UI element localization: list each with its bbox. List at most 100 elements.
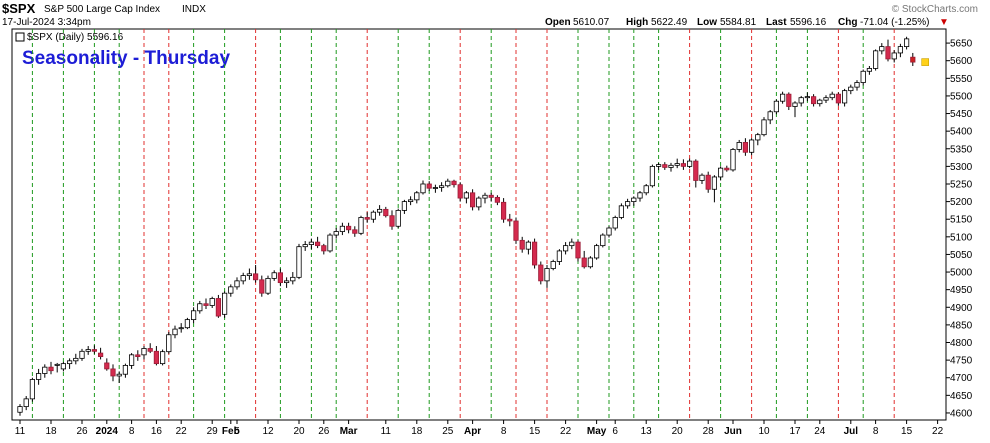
x-tick-label: 18	[411, 426, 423, 437]
candle-body	[432, 187, 439, 189]
x-tick-label: Apr	[464, 426, 481, 437]
candle-body	[463, 192, 470, 199]
candle-body	[780, 93, 786, 102]
open-label: Open	[545, 17, 571, 28]
candle-body	[116, 373, 122, 377]
candle-body	[420, 183, 426, 194]
candle-body	[525, 241, 532, 250]
candle-body	[445, 180, 451, 187]
candle-body	[860, 70, 866, 83]
candle-body	[73, 357, 79, 362]
candle-body	[67, 360, 73, 365]
candle-body	[656, 164, 662, 167]
candle-body	[327, 234, 333, 252]
candle-body	[246, 273, 252, 276]
low-label: Low	[697, 17, 717, 28]
candle-body	[563, 245, 569, 252]
chg-value: -71.04 (-1.25%)	[860, 17, 929, 28]
candle-body	[321, 245, 327, 252]
datetime-label: 17-Jul-2024 3:34pm	[2, 17, 91, 28]
candle-body	[401, 201, 408, 211]
open-value: 5610.07	[573, 17, 610, 28]
candle-body	[451, 180, 457, 186]
last-label: Last	[766, 17, 787, 28]
candle-body	[594, 245, 600, 259]
candle-body	[569, 241, 575, 247]
candle-body	[79, 350, 85, 359]
candle-body	[482, 194, 488, 199]
candle-body	[407, 199, 414, 203]
candle-body	[643, 185, 649, 194]
candle-body	[296, 246, 302, 278]
high-label: High	[626, 17, 648, 28]
candle-body	[544, 268, 550, 282]
candle-body	[575, 241, 581, 259]
y-tick-label: 5000	[950, 268, 973, 279]
candle-body	[556, 250, 563, 262]
x-tick-label: 17	[789, 426, 801, 437]
candle-body	[680, 163, 687, 167]
x-tick-label: 8	[501, 426, 507, 437]
plot-frame	[11, 28, 947, 421]
candle-body	[866, 68, 873, 72]
candle-body	[500, 201, 507, 220]
candle-body	[333, 231, 339, 236]
candle-body	[668, 164, 674, 168]
candle-body	[166, 334, 172, 353]
candle-body	[197, 303, 203, 312]
x-tick-label: 5	[234, 426, 240, 437]
candle-body	[414, 192, 420, 201]
candle-body	[209, 298, 215, 306]
candle-body	[438, 185, 445, 188]
candle-body	[302, 244, 308, 248]
last-value: 5596.16	[790, 17, 827, 28]
candle-body	[85, 349, 91, 352]
candle-body	[910, 56, 916, 63]
ohlc-readout: Open 5610.07 High 5622.49 Low 5584.81 La…	[545, 17, 949, 28]
candle-body	[761, 119, 767, 136]
candle-body	[705, 174, 711, 190]
high-value: 5622.49	[651, 17, 688, 28]
candle-body	[711, 176, 718, 190]
x-tick-label: 10	[758, 426, 770, 437]
candle-body	[370, 211, 377, 220]
candle-body	[283, 280, 290, 284]
x-tick-label: 22	[176, 426, 188, 437]
candle-body	[494, 196, 501, 203]
candle-body	[885, 46, 891, 60]
chg-down-arrow-icon: ▼	[939, 17, 949, 28]
x-tick-label: 8	[129, 426, 135, 437]
y-tick-label: 4850	[950, 320, 973, 331]
x-tick-label: 6	[612, 426, 618, 437]
candle-body	[91, 349, 97, 352]
x-tick-label: 28	[703, 426, 715, 437]
candles	[17, 36, 916, 416]
candle-body	[488, 194, 494, 198]
candle-body	[184, 319, 190, 329]
candle-body	[904, 38, 910, 48]
candle-body	[767, 111, 773, 121]
candle-body	[215, 298, 221, 317]
x-tick-label: 22	[560, 426, 572, 437]
candle-body	[550, 261, 556, 269]
candle-body	[221, 292, 228, 315]
x-tick-label: Jun	[724, 426, 742, 437]
candle-body	[153, 350, 159, 365]
candle-body	[879, 46, 885, 52]
x-tick-label: 26	[76, 426, 88, 437]
last-price-marker	[921, 58, 930, 66]
x-tick-label: May	[587, 426, 607, 437]
x-tick-label: 13	[641, 426, 653, 437]
candle-body	[612, 217, 618, 229]
low-value: 5584.81	[720, 17, 757, 28]
candle-body	[786, 93, 792, 107]
candle-body	[854, 82, 860, 88]
y-tick-label: 5300	[950, 162, 973, 173]
candle-body	[792, 102, 798, 107]
y-tick-label: 5500	[950, 91, 973, 102]
y-tick-label: 5600	[950, 56, 973, 67]
candle-body	[457, 184, 463, 199]
x-tick-label: 15	[529, 426, 541, 437]
candle-body	[240, 275, 246, 282]
